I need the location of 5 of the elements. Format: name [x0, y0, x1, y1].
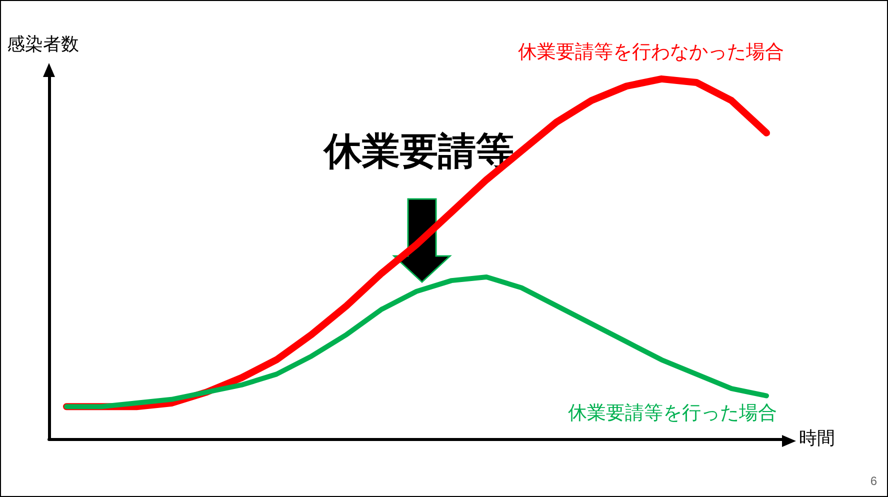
text: 6	[870, 474, 878, 488]
x-axis-title: 時間	[799, 428, 835, 448]
series-label: 休業要請等を行わなかった場合	[518, 42, 784, 63]
series-label: 休業要請等を行った場合	[568, 403, 777, 424]
y-axis-title: 感染者数	[7, 34, 79, 54]
